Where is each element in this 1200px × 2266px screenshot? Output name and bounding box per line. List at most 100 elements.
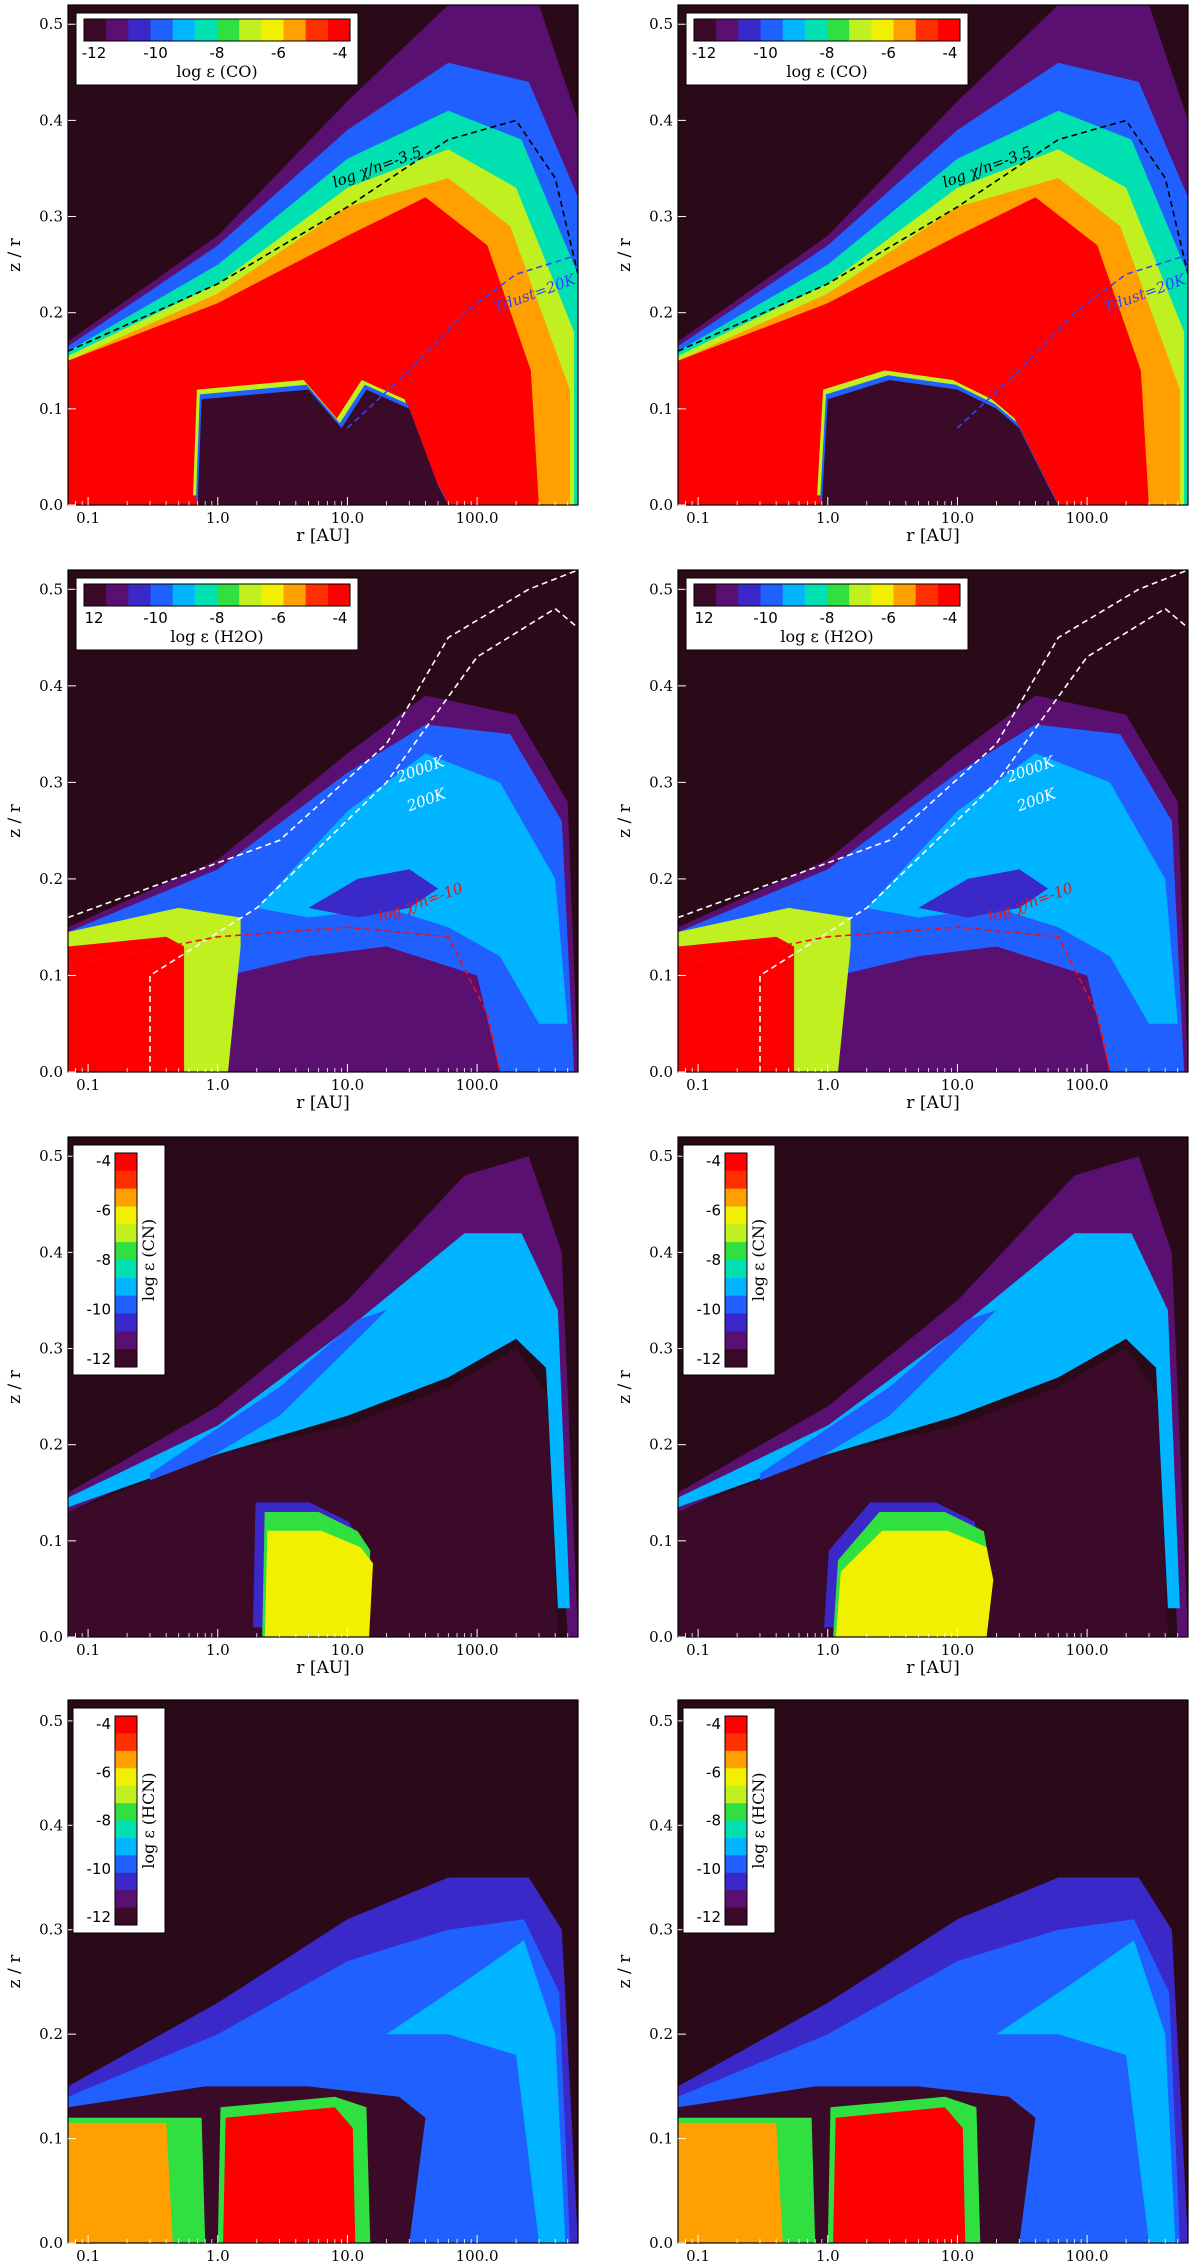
cn-blob-yellowgreen <box>264 1530 373 1637</box>
colorbar-swatch <box>937 584 961 606</box>
colorbar-frame <box>114 1152 138 1368</box>
colorbar-swatch <box>115 1820 137 1839</box>
colorbar-tick: -8 <box>820 44 835 62</box>
colorbar-swatch <box>115 1890 137 1909</box>
colorbar-tick: -12 <box>87 1908 112 1926</box>
cn-blob-yellowgreen <box>835 1530 994 1637</box>
y-axis-label: z / r <box>615 1954 635 1988</box>
colorbar-tick: -8 <box>96 1251 111 1269</box>
x-tick-label: 1.0 <box>816 1641 840 1659</box>
x-tick-label: 10.0 <box>941 2247 974 2265</box>
colorbar-swatch <box>217 584 240 606</box>
co-orange-rim <box>1097 245 1172 505</box>
x-tick-label: 10.0 <box>331 2247 364 2265</box>
x-axis-label: r [AU] <box>906 1093 959 1113</box>
colorbar-swatch <box>725 1872 747 1891</box>
colorbar-swatch <box>725 1242 747 1261</box>
colorbar-swatch <box>115 1170 137 1190</box>
colorbar-tick: -10 <box>697 1860 722 1878</box>
colorbar-frame <box>83 18 351 42</box>
contour-line <box>678 926 1111 1072</box>
plot-frame <box>67 4 579 506</box>
plot-area <box>678 1137 1188 1637</box>
colorbar-swatch <box>725 1206 747 1225</box>
h2o-red-inner <box>678 936 795 1072</box>
colorbar-label: log ε (H2O) <box>780 627 873 646</box>
colorbar-swatch <box>115 1206 137 1225</box>
plot-frame <box>67 569 579 1073</box>
colorbar: 12 -10 -8 -6 -4 log ε (H2O) <box>75 577 359 651</box>
y-tick-label: 0.3 <box>649 208 673 226</box>
h2o-red-inner <box>68 936 185 1072</box>
colorbar-swatch <box>716 584 739 606</box>
co-hole-dark <box>197 389 449 505</box>
y-tick-label: 0.1 <box>649 966 673 984</box>
colorbar: 12 -10 -8 -6 -4 log ε (H2O) <box>685 577 969 651</box>
y-tick-label: 0.0 <box>649 2234 673 2252</box>
colorbar-tick: -8 <box>706 1251 721 1269</box>
colorbar-tick: 12 <box>694 609 713 627</box>
colorbar-swatch <box>115 1855 137 1874</box>
colorbar-tick: -8 <box>706 1812 721 1830</box>
y-tick-label: 0.0 <box>39 1628 63 1646</box>
colorbar-swatch <box>115 1750 137 1769</box>
y-tick-label: 0.4 <box>39 1816 63 1834</box>
colorbar-tick: -6 <box>881 609 896 627</box>
colorbar-label: log ε (CN) <box>139 1219 158 1301</box>
y-tick-label: 0.5 <box>39 1147 63 1165</box>
colorbar-swatch <box>217 19 240 41</box>
plot-frame <box>677 569 1189 1073</box>
x-tick-label: 0.1 <box>76 509 100 527</box>
y-tick-label: 0.0 <box>649 1628 673 1646</box>
colorbar-swatch <box>725 1313 747 1332</box>
plot-frame <box>67 1136 579 1638</box>
colorbar-swatch <box>725 1260 747 1279</box>
panel-cn-left: 0.1 1.0 10.0 100.0 0.0 0.1 0.2 0.3 0.4 0.5 r [AU] z… <box>5 1136 579 1678</box>
colorbar-swatch <box>725 1750 747 1769</box>
x-tick-label: 1.0 <box>816 509 840 527</box>
colorbar-swatch <box>725 1768 747 1787</box>
colorbar-swatch <box>115 1313 137 1332</box>
colorbar-label: log ε (HCN) <box>139 1772 158 1868</box>
y-tick-label: 0.0 <box>39 2234 63 2252</box>
x-axis-label: r [AU] <box>906 2264 959 2266</box>
colorbar-tick: -12 <box>697 1908 722 1926</box>
colorbar-tick: -4 <box>943 44 958 62</box>
x-axis-label: r [AU] <box>296 2264 349 2266</box>
colorbar-tick: -10 <box>143 44 168 62</box>
x-tick-label: 0.1 <box>686 509 710 527</box>
colorbar-swatch <box>725 1803 747 1821</box>
x-tick-label: 0.1 <box>686 1641 710 1659</box>
colorbar-swatch <box>115 1153 137 1172</box>
co-core-red <box>68 197 539 505</box>
colorbar-frame <box>83 583 351 607</box>
colorbar-swatch <box>84 584 107 606</box>
x-tick-label: 1.0 <box>816 2247 840 2265</box>
colorbar-tick: -10 <box>87 1301 112 1319</box>
colorbar-frame <box>114 1715 138 1926</box>
x-tick-label: 0.1 <box>76 1641 100 1659</box>
colorbar: -4 -6 -8 -10 -12 log ε (HCN) <box>72 1707 166 1934</box>
contour-line <box>346 254 578 429</box>
colorbar-tick: -6 <box>706 1202 721 1220</box>
colorbar-swatch <box>106 19 129 41</box>
x-tick-label: 100.0 <box>1066 1076 1109 1094</box>
y-tick-label: 0.5 <box>39 1712 63 1730</box>
colorbar-tick: -4 <box>943 609 958 627</box>
y-tick-label: 0.3 <box>39 773 63 791</box>
y-tick-label: 0.5 <box>649 1147 673 1165</box>
colorbar-swatch <box>305 19 329 41</box>
colorbar-tick: -4 <box>96 1715 111 1733</box>
colorbar-swatch <box>738 584 761 606</box>
colorbar-tick: -6 <box>271 609 286 627</box>
colorbar-swatch <box>694 19 717 41</box>
plot-area <box>68 1700 578 2243</box>
y-tick-label: 0.2 <box>649 2025 673 2043</box>
x-tick-label: 10.0 <box>941 1076 974 1094</box>
y-tick-label: 0.2 <box>39 870 63 888</box>
hcn-cyan-lobe <box>996 1940 1176 2243</box>
colorbar-swatch <box>115 1331 137 1350</box>
